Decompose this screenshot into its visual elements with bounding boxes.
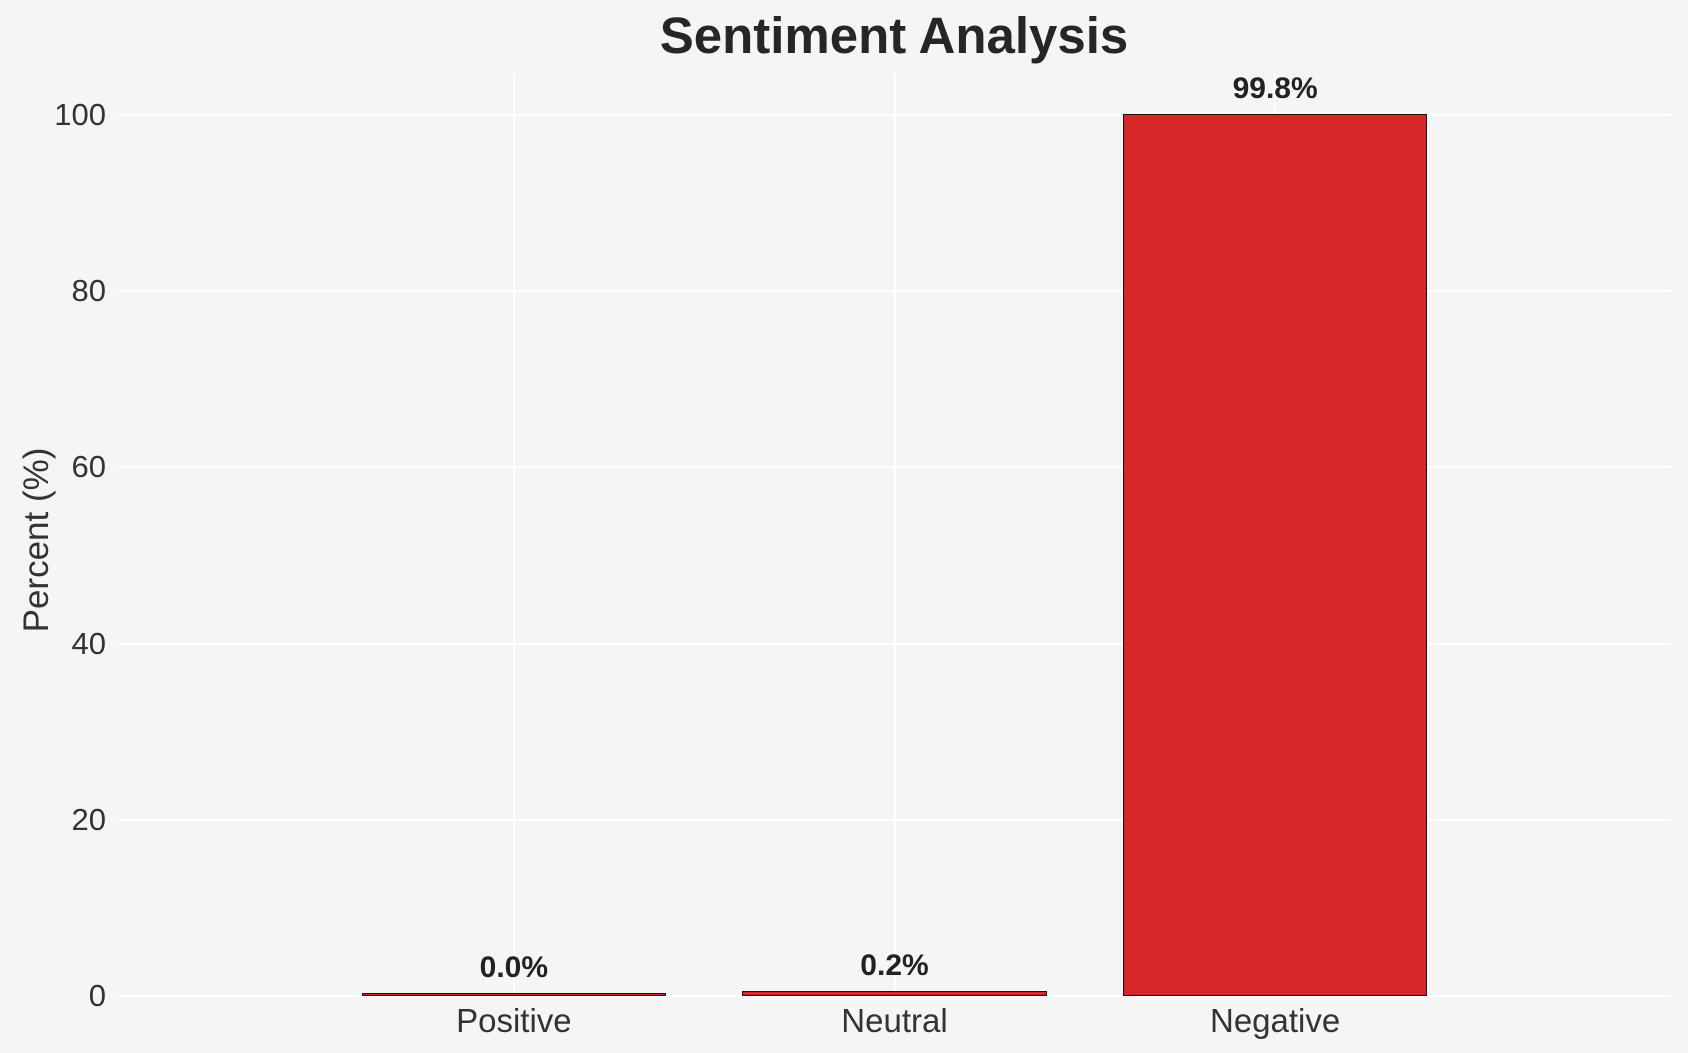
- bar-value-label: 0.0%: [479, 951, 549, 984]
- y-tick-label: 80: [71, 273, 106, 309]
- h-gridline: [118, 995, 1671, 997]
- y-tick-label: 100: [54, 97, 106, 132]
- y-tick-label: 20: [71, 801, 106, 837]
- y-tick-label: 60: [71, 449, 106, 485]
- y-tick-label: 0: [88, 978, 106, 1013]
- v-gridline: [512, 73, 515, 996]
- v-gridline: [893, 73, 896, 996]
- bar-neutral: [742, 991, 1047, 996]
- x-category-label: Neutral: [841, 1002, 948, 1039]
- x-category-label: Negative: [1210, 1002, 1341, 1039]
- chart-title: Sentiment Analysis: [659, 7, 1129, 64]
- bar-value-label: 0.2%: [860, 949, 929, 983]
- bar-value-label: 99.8%: [1232, 71, 1318, 105]
- bar-negative: [1122, 113, 1428, 996]
- y-tick-label: 40: [71, 625, 106, 661]
- bar-positive: [361, 993, 667, 996]
- x-category-label: Positive: [456, 1002, 572, 1039]
